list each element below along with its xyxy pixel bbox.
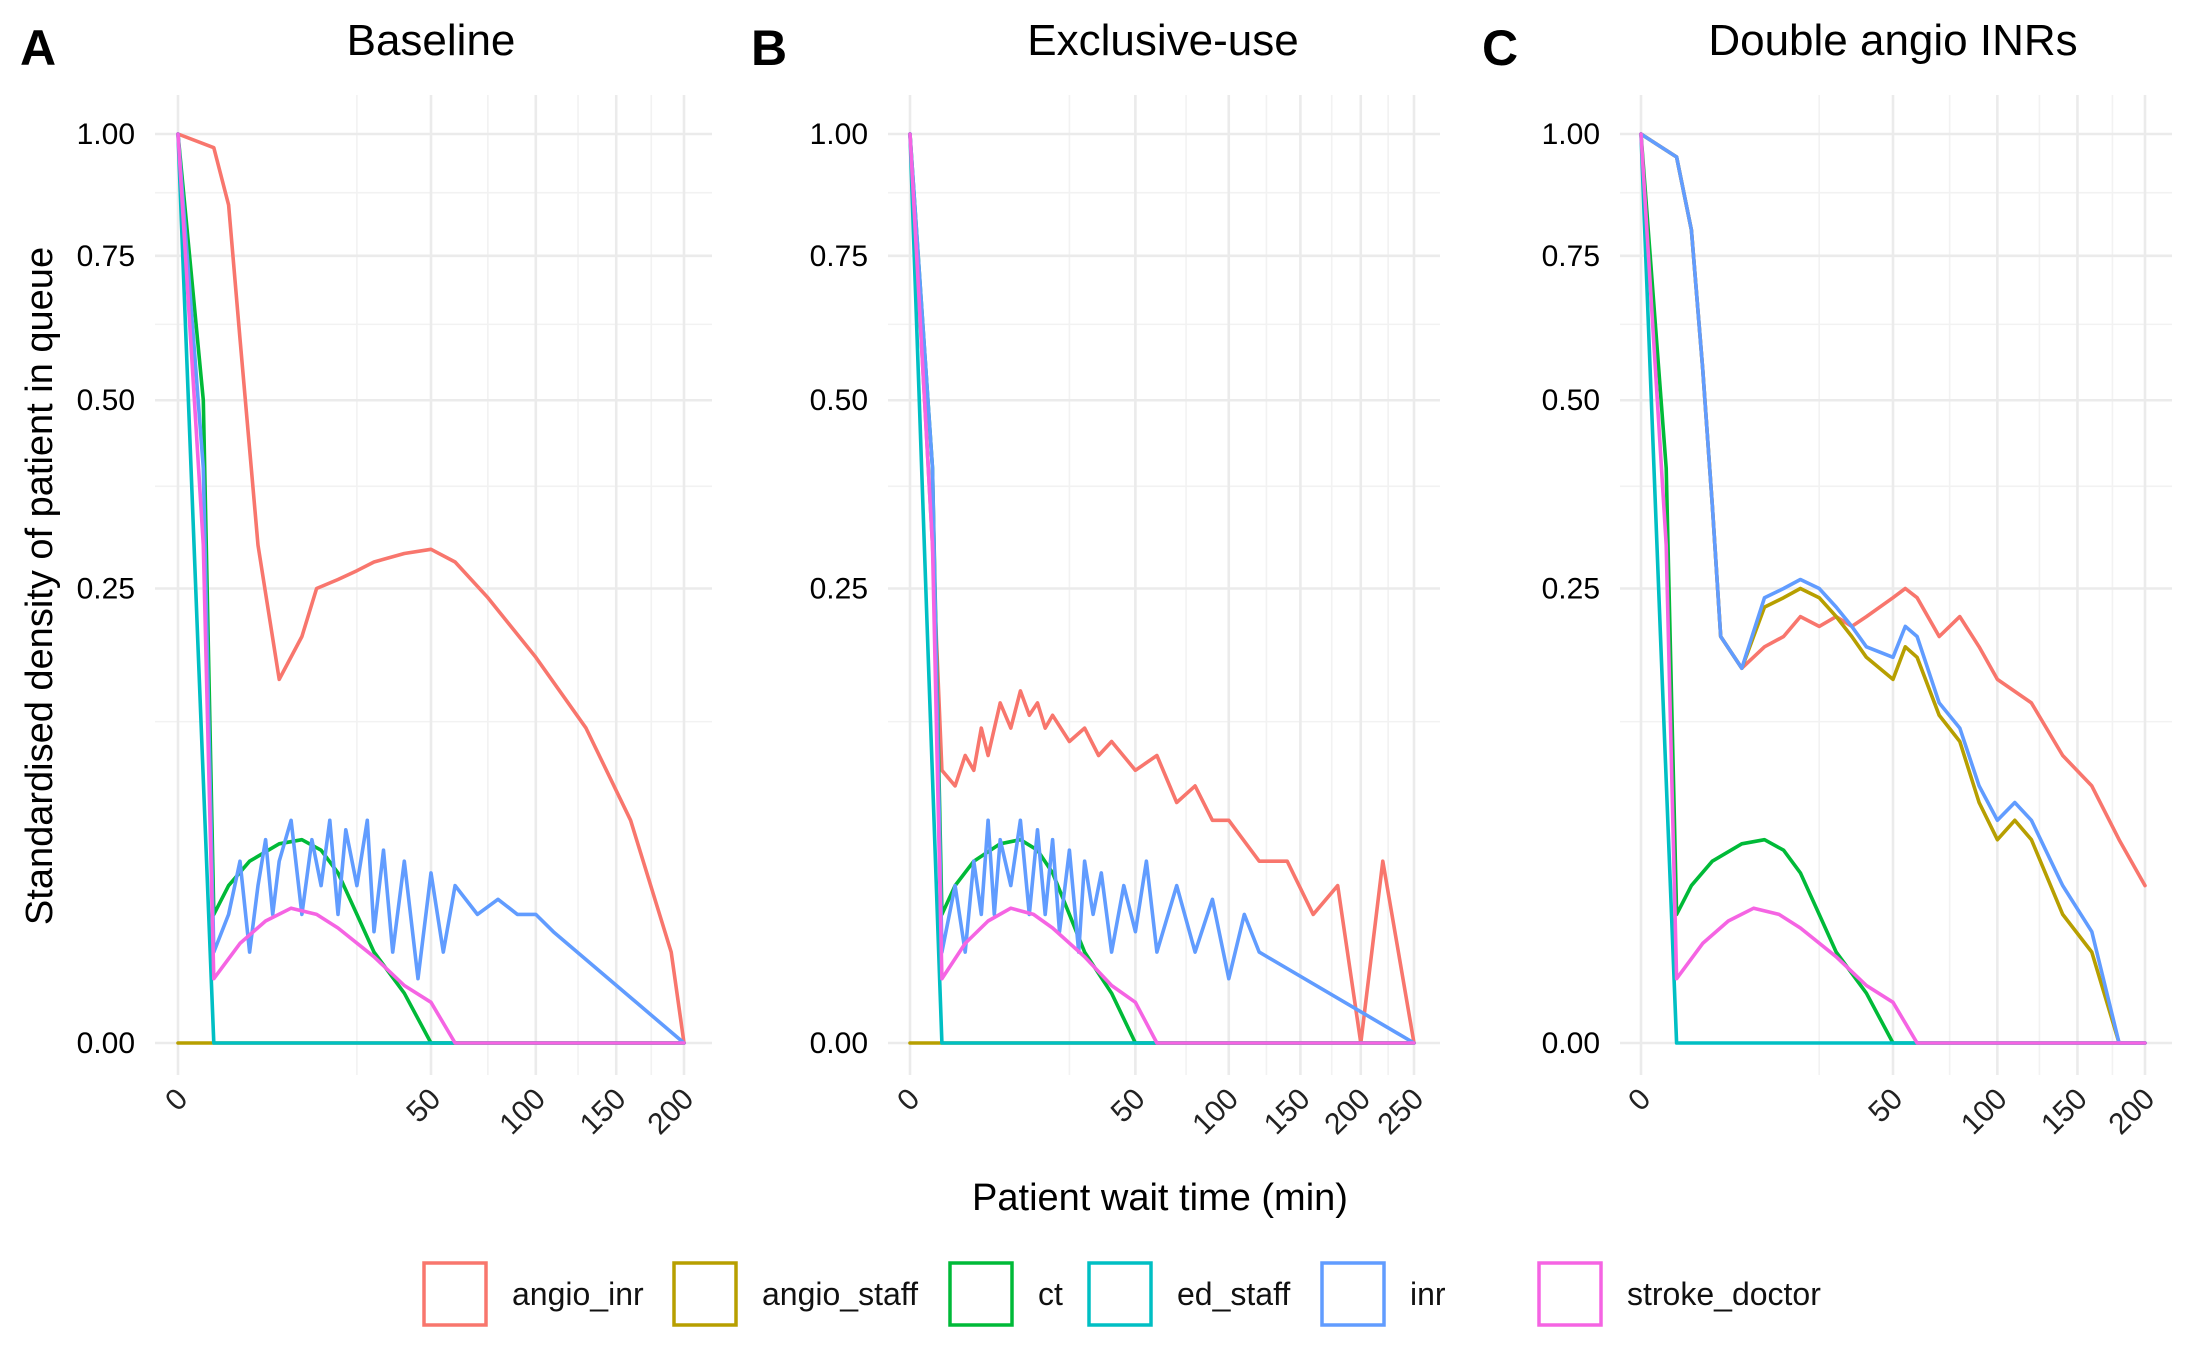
legend-key-ct xyxy=(948,1261,1014,1327)
y-tick-label: 0.25 xyxy=(810,573,868,606)
y-tick-label: 0.75 xyxy=(810,240,868,273)
x-tick-label: 200 xyxy=(642,1082,701,1141)
y-tick-label: 0.75 xyxy=(1542,240,1600,273)
legend-label: ed_staff xyxy=(1177,1276,1290,1312)
y-tick-label: 0.50 xyxy=(810,384,868,417)
y-tick-label: 0.50 xyxy=(77,384,135,417)
y-tick-label: 0.00 xyxy=(77,1027,135,1060)
series-line-stroke-doctor xyxy=(908,132,1416,1045)
panel-letter: B xyxy=(751,20,787,76)
series-line-stroke-doctor xyxy=(1639,132,2147,1045)
x-tick-label: 100 xyxy=(1955,1082,2014,1141)
panel-title: Double angio INRs xyxy=(1708,16,2077,65)
y-tick-label: 0.00 xyxy=(1542,1027,1600,1060)
series-line-ed-staff xyxy=(176,132,686,1045)
legend-label: angio_staff xyxy=(762,1276,918,1312)
x-tick-label: 0 xyxy=(891,1082,926,1117)
panel-title: Baseline xyxy=(347,16,516,65)
y-tick-label: 0.25 xyxy=(1542,573,1600,606)
x-tick-label: 150 xyxy=(1258,1082,1317,1141)
series-line-inr xyxy=(1639,132,2147,1045)
panel-b: B Exclusive-use 0.00 0.25 0.50 0.75 1.00 0 50 100… xyxy=(751,16,1440,1141)
legend-label: inr xyxy=(1410,1276,1446,1312)
legend: angio_inr angio_staff ct ed_staff inr stroke_… xyxy=(422,1261,1821,1327)
legend-key-stroke-doctor xyxy=(1537,1261,1603,1327)
series-line-angio-inr xyxy=(176,132,686,1045)
panel-a: A Baseline 0.00 0.25 0.50 0.75 1.00 0 50 100 150 20… xyxy=(20,16,712,1141)
x-tick-label: 50 xyxy=(1862,1082,1909,1129)
panel-letter: C xyxy=(1482,20,1518,76)
x-tick-label: 200 xyxy=(1318,1082,1377,1141)
panel-letter: A xyxy=(20,20,56,76)
legend-key-angio-inr xyxy=(422,1261,488,1327)
grid xyxy=(1620,95,2172,1075)
x-tick-label: 100 xyxy=(493,1082,552,1141)
x-tick-label: 100 xyxy=(1186,1082,1245,1141)
legend-key-angio-staff xyxy=(672,1261,738,1327)
y-tick-label: 1.00 xyxy=(810,118,868,151)
grid xyxy=(888,95,1440,1075)
x-tick-label: 150 xyxy=(2035,1082,2094,1141)
legend-key-ed-staff xyxy=(1087,1261,1153,1327)
series-line-ct xyxy=(908,132,1416,1045)
series-group xyxy=(176,132,686,1045)
x-tick-label: 0 xyxy=(1622,1082,1657,1117)
series-line-stroke-doctor xyxy=(176,132,686,1045)
x-tick-label: 200 xyxy=(2103,1082,2162,1141)
series-line-ct xyxy=(1639,132,2147,1045)
legend-label: angio_inr xyxy=(512,1276,644,1312)
x-tick-label: 50 xyxy=(1105,1082,1152,1129)
grid xyxy=(155,95,712,1075)
series-line-angio-inr xyxy=(908,132,1416,1045)
x-axis-title: Patient wait time (min) xyxy=(972,1177,1348,1219)
x-tick-label: 50 xyxy=(400,1082,447,1129)
legend-label: stroke_doctor xyxy=(1627,1276,1821,1312)
series-group xyxy=(1639,132,2147,1045)
y-axis-title: Standardised density of patient in queue xyxy=(19,247,61,925)
y-tick-label: 1.00 xyxy=(77,118,135,151)
y-tick-label: 0.50 xyxy=(1542,384,1600,417)
y-tick-label: 0.00 xyxy=(810,1027,868,1060)
y-tick-label: 1.00 xyxy=(1542,118,1600,151)
y-tick-label: 0.75 xyxy=(77,240,135,273)
panel-c: C Double angio INRs 0.00 0.25 0.50 0.75 1.00 0 5… xyxy=(1482,16,2172,1141)
series-line-inr xyxy=(176,132,686,1045)
legend-label: ct xyxy=(1038,1276,1063,1312)
series-line-ed-staff xyxy=(1639,132,2147,1045)
legend-key-inr xyxy=(1320,1261,1386,1327)
x-tick-label: 150 xyxy=(574,1082,633,1141)
x-tick-label: 250 xyxy=(1372,1082,1431,1141)
series-line-inr xyxy=(908,132,1416,1045)
x-tick-label: 0 xyxy=(159,1082,194,1117)
y-tick-label: 0.25 xyxy=(77,573,135,606)
series-group xyxy=(908,132,1416,1045)
panel-title: Exclusive-use xyxy=(1027,16,1298,65)
